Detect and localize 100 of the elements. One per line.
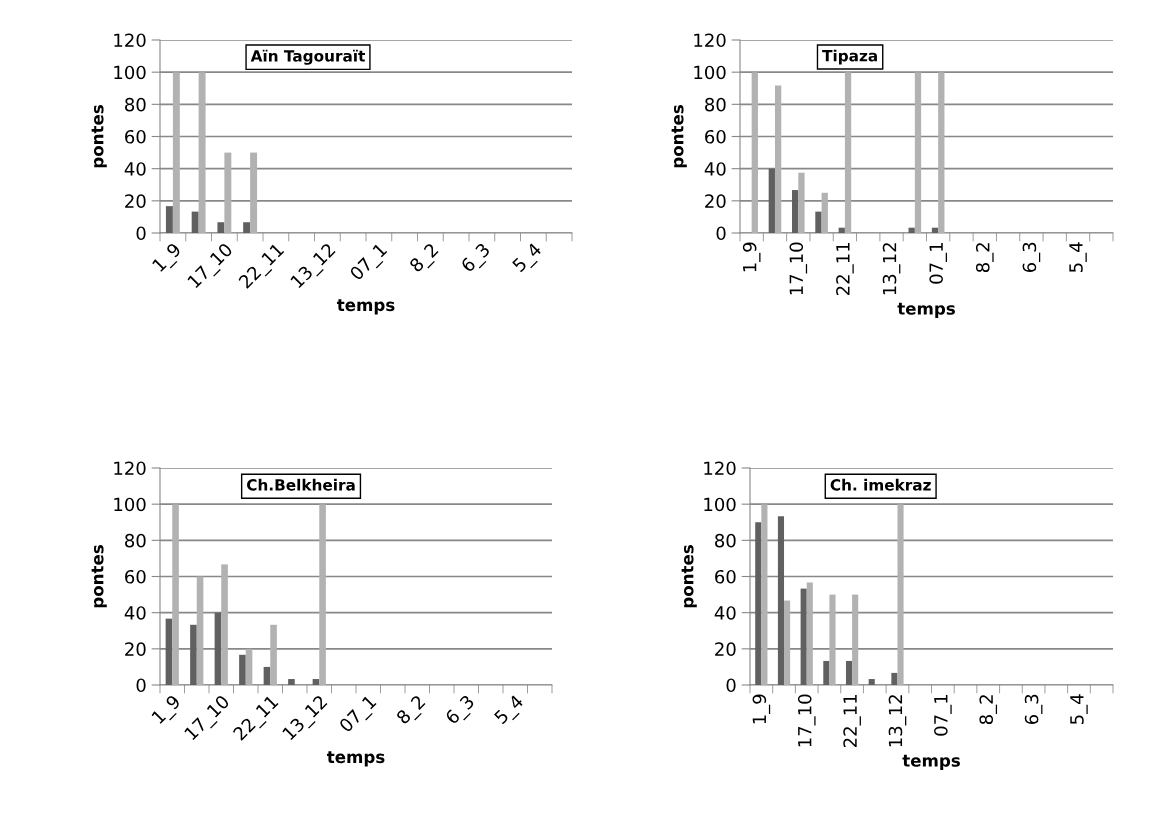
x-tick-label: 1_9	[742, 242, 761, 272]
x-tick-label: 8_2	[979, 695, 998, 725]
bar	[815, 211, 822, 233]
bar	[845, 660, 853, 685]
bar	[288, 679, 295, 685]
x-tick-label: 17_10	[789, 242, 808, 295]
x-axis-title: temps	[897, 302, 955, 318]
bar	[806, 582, 813, 685]
y-tick-label: 20	[705, 194, 726, 208]
x-tick-label: 13_12	[888, 695, 907, 747]
bar	[791, 190, 799, 233]
bar	[761, 504, 768, 685]
bar	[263, 666, 271, 685]
text: Aïn Tagouraït	[250, 49, 365, 65]
bar	[784, 600, 791, 685]
y-tick-label: 20	[125, 194, 146, 208]
bar	[224, 152, 232, 233]
x-axis-title: temps	[902, 754, 960, 770]
bar	[221, 564, 228, 685]
bar	[844, 72, 852, 233]
x-tick-label: 07_1	[929, 243, 947, 284]
text: Ch.Belkheira	[247, 478, 355, 491]
y-tick-label: 0	[716, 226, 726, 241]
text: Tipaza	[822, 49, 877, 65]
bar	[214, 612, 222, 685]
x-tick-label: 5_4	[1070, 694, 1088, 724]
y-tick-label: 120	[114, 461, 146, 476]
y-tick-label: 60	[125, 569, 146, 584]
y-tick-label: 40	[124, 162, 146, 176]
y-tick-label: 100	[114, 65, 146, 80]
y-tick-label: 120	[704, 461, 736, 476]
bar	[270, 624, 277, 685]
y-tick-label: 80	[125, 533, 146, 548]
bar	[931, 227, 939, 233]
x-tick-label: 6_3	[460, 242, 494, 276]
x-axis-title: temps	[326, 751, 385, 767]
bar	[755, 522, 762, 685]
x-tick-label: 8_2	[395, 694, 429, 728]
y-tick-label: 0	[726, 678, 736, 693]
bar	[891, 672, 898, 685]
y-tick-label: 120	[694, 33, 726, 48]
bar	[191, 211, 199, 233]
bar	[798, 172, 805, 233]
y-tick-label: 80	[715, 533, 736, 548]
bar	[217, 222, 225, 233]
y-tick-label: 60	[125, 129, 146, 144]
bar	[800, 588, 807, 685]
bar	[319, 504, 326, 685]
bar	[172, 504, 179, 685]
y-tick-label: 20	[125, 642, 146, 656]
y-axis-title: pontes	[91, 105, 107, 168]
bar	[777, 516, 785, 685]
bar	[838, 227, 845, 233]
text: Ch. imekraz	[830, 478, 931, 491]
y-tick-label: 60	[705, 129, 726, 144]
bar	[751, 72, 758, 233]
x-tick-label: 6_3	[444, 694, 478, 728]
y-tick-label: 20	[715, 642, 736, 656]
bar	[768, 168, 775, 233]
bar	[165, 206, 173, 233]
y-axis-title: pontes	[91, 545, 107, 608]
x-tick-label: 5_4	[511, 242, 546, 276]
x-tick-label: 6_3	[1022, 242, 1041, 273]
y-axis-title: pontes	[671, 105, 687, 168]
bar	[165, 618, 173, 685]
bar	[829, 594, 836, 685]
x-tick-label: 1_9	[752, 694, 771, 724]
y-tick-label: 120	[114, 33, 146, 48]
bar	[172, 72, 180, 233]
y-tick-label: 60	[715, 569, 736, 584]
bar	[774, 85, 782, 233]
bar	[852, 594, 859, 685]
x-tick-label: 1_9	[151, 694, 184, 728]
y-axis-title: pontes	[681, 545, 697, 608]
bar	[897, 504, 904, 685]
bar	[239, 654, 246, 685]
x-tick-label: 13_12	[882, 243, 901, 295]
x-tick-label: 22_11	[836, 243, 854, 295]
x-tick-label: 5_4	[1069, 242, 1087, 272]
bar	[823, 660, 830, 685]
bar	[868, 679, 875, 685]
x-tick-label: 17_10	[797, 694, 816, 747]
y-tick-label: 100	[114, 497, 146, 512]
bar	[914, 72, 922, 233]
y-tick-label: 100	[694, 65, 726, 80]
y-tick-label: 100	[704, 497, 736, 512]
y-tick-label: 40	[714, 606, 736, 620]
bar	[190, 624, 197, 685]
x-tick-label: 8_2	[975, 243, 994, 273]
y-tick-label: 0	[136, 678, 146, 693]
y-tick-label: 40	[704, 162, 726, 176]
bar	[250, 152, 258, 233]
bar	[908, 227, 915, 233]
x-axis-title: temps	[336, 299, 395, 315]
bar	[245, 648, 253, 685]
bar	[198, 72, 206, 233]
y-tick-label: 0	[136, 226, 146, 241]
bar	[196, 576, 204, 685]
y-tick-label: 80	[125, 97, 146, 112]
x-tick-label: 6_3	[1024, 694, 1043, 725]
